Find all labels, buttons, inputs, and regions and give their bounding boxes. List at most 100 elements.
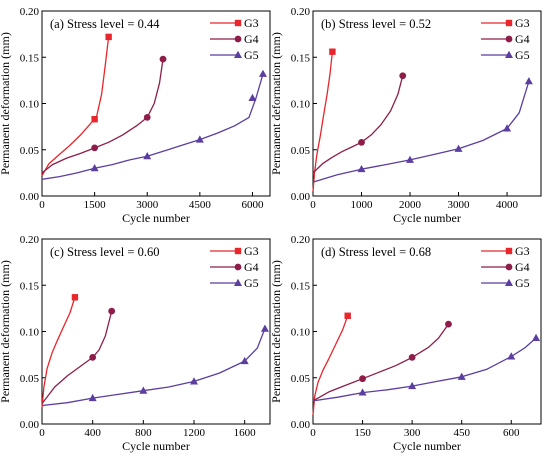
panel-a-legend-label: G3: [244, 16, 259, 30]
panel-c-series-g3: [41, 294, 79, 408]
panel-c: 0 400 800 1200 1600 0.00 0.05 0.10 0.15 0.20 Cycle…: [0, 234, 271, 453]
panel-b-x-tick-label: 2000: [399, 199, 422, 211]
panel-d-x-tick-label: 150: [354, 427, 371, 439]
panel-d-legend-item-g5: G5: [481, 276, 530, 290]
panel-d-series-g5-point: [408, 381, 417, 390]
panel-c-series-g4-line: [41, 310, 113, 404]
panel-c-y-tick-label: 0.20: [20, 234, 40, 246]
panel-b-legend-swatch-marker: [505, 35, 513, 43]
panel-b-legend-item-g5: G5: [481, 48, 530, 62]
panel-a-legend-swatch-marker: [234, 50, 242, 58]
panel-c-x-axis-title: Cycle number: [122, 439, 190, 453]
panel-a-legend-item-g4: G4: [210, 32, 259, 46]
panel-b-series-g4-point: [399, 72, 407, 80]
panel-b-x-tick-label: 4000: [496, 199, 519, 211]
panel-a-y-tick-label: 0.20: [20, 6, 40, 18]
panel-a-legend-label: G4: [244, 32, 259, 46]
panel-d-x-tick-label: 450: [453, 427, 470, 439]
panel-b-y-axis-title: Permanent deformation (mm): [269, 32, 283, 175]
panel-d-series-g4-point: [445, 320, 452, 328]
panel-b-legend-label: G5: [515, 48, 530, 62]
panel-b-legend-swatch-marker: [505, 19, 513, 27]
panel-a-legend: G3 G4 G5: [210, 16, 259, 62]
panel-d-y-tick-label: 0.15: [291, 280, 311, 292]
panel-d-series-g5: [312, 333, 541, 402]
panel-d-series-g5-point: [358, 388, 367, 396]
panel-a-y-tick-label: 0.10: [20, 99, 40, 111]
panel-d-x-tick-label: 300: [404, 427, 421, 439]
panel-d-series-g3-point: [344, 312, 351, 319]
panel-a-legend-swatch-marker: [234, 35, 242, 43]
panel-a-series-g5-point: [248, 93, 257, 101]
panel-c-y-tick-label: 0.10: [20, 327, 40, 339]
panel-a: 0 1500 3000 4500 6000 0.00 0.05 0.10 0.15 0.20 Cyc…: [0, 6, 271, 225]
panel-d-legend-label: G3: [515, 244, 530, 258]
panel-b-series-g3: [312, 48, 336, 192]
panel-c-legend-item-g5: G5: [210, 276, 259, 290]
panel-c-x-tick-label: 1200: [183, 427, 206, 439]
panel-b-x-axis-title: Cycle number: [393, 211, 461, 225]
panel-a-y-axis-title: Permanent deformation (mm): [0, 32, 12, 175]
panel-b-y-tick-label: 0.20: [291, 6, 311, 18]
panel-b-y-tick-label: 0.05: [291, 145, 311, 157]
panel-c-series-g4-point: [89, 354, 97, 361]
panel-a-x-tick-label: 3000: [136, 199, 159, 211]
panel-a-x-tick-label: 4500: [189, 199, 212, 211]
panel-c-x-tick-label: 0: [39, 427, 45, 439]
panel-a-y-tick-label: 0.05: [20, 145, 40, 157]
panel-c-series-g3-point: [71, 294, 79, 301]
panel-b-series-g5-point: [524, 77, 533, 85]
panel-d-legend-item-g3: G3: [481, 244, 530, 258]
panel-d-x-tick-label: 0: [310, 427, 316, 439]
panel-c-y-tick-label: 0.05: [20, 373, 40, 385]
panel-d-y-tick-label: 0.10: [291, 327, 311, 339]
panel-c-legend-item-g4: G4: [210, 260, 259, 274]
panel-a-series-g3: [41, 33, 112, 177]
panel-b-y-tick-label: 0.00: [291, 191, 311, 203]
panel-b-y-tick-label: 0.10: [291, 99, 311, 111]
panel-a-series-g5-point: [195, 135, 204, 143]
panel-d-series-g4: [312, 320, 452, 402]
panel-a-legend-swatch-marker: [234, 19, 242, 27]
panel-b-legend-swatch-marker: [505, 50, 513, 58]
panel-a-series-g5-point: [258, 69, 267, 77]
panel-a-series-g5-point: [90, 164, 99, 172]
panel-a-title: (a) Stress level = 0.44: [50, 17, 160, 31]
panel-a-x-axis-title: Cycle number: [122, 211, 190, 225]
panel-b-series-g5-point: [503, 124, 512, 132]
panel-b-series-g4: [312, 72, 407, 174]
panel-a-series-g4-point: [159, 55, 167, 63]
panel-d-legend-label: G5: [515, 276, 530, 290]
panel-b-series-g4-point: [358, 138, 365, 146]
panel-c-x-tick-label: 800: [135, 427, 152, 439]
panel-c-x-tick-label: 1600: [234, 427, 257, 439]
panel-d-series-g5-point: [532, 333, 541, 341]
panel-d-y-tick-label: 0.20: [291, 234, 311, 246]
panel-d-x-tick-label: 600: [503, 427, 520, 439]
panel-b-legend-label: G3: [515, 16, 530, 30]
panel-a-series-g3-point: [91, 116, 98, 123]
panel-c-series-g5: [41, 324, 269, 407]
panel-d-series-g4-line: [312, 323, 450, 402]
panel-d-title: (d) Stress level = 0.68: [321, 245, 431, 259]
panel-c-legend-swatch-marker: [234, 263, 242, 271]
panel-c-y-tick-label: 0.15: [20, 280, 40, 292]
panel-b-series-g5-point: [406, 155, 415, 163]
panel-d-y-axis-title: Permanent deformation (mm): [269, 260, 283, 403]
panel-b-series-g3-point: [329, 48, 336, 55]
panel-a-series-g4-point: [143, 113, 151, 121]
panel-a-series-g5-line: [41, 73, 264, 180]
panel-b-legend-item-g3: G3: [481, 16, 530, 30]
panel-c-legend-label: G5: [244, 276, 259, 290]
panel-a-legend-item-g5: G5: [210, 48, 259, 62]
panel-d: 0 150 300 450 600 0.00 0.05 0.10 0.15 0.20 Cycle n…: [269, 234, 542, 453]
panel-b-legend-item-g4: G4: [481, 32, 530, 46]
panel-c-series-g4-point: [108, 307, 116, 315]
panel-b-series-g5-line: [312, 81, 530, 183]
panel-c-legend: G3 G4 G5: [210, 244, 259, 290]
panel-a-x-tick-label: 6000: [241, 199, 264, 211]
panel-b: 0 1000 2000 3000 4000 0.00 0.05 0.10 0.15 0.20 Cyc…: [269, 6, 542, 225]
panel-a-x-tick-label: 0: [39, 199, 45, 211]
panel-c-legend-swatch-marker: [234, 247, 242, 255]
